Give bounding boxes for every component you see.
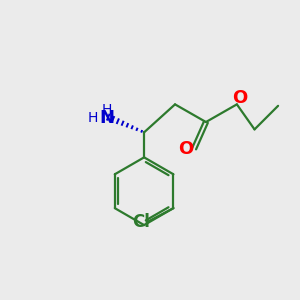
Text: H: H bbox=[102, 103, 112, 117]
Text: O: O bbox=[178, 140, 194, 158]
Text: Cl: Cl bbox=[132, 213, 150, 231]
Text: H: H bbox=[87, 112, 98, 125]
Text: N: N bbox=[100, 110, 115, 128]
Text: O: O bbox=[232, 89, 248, 107]
